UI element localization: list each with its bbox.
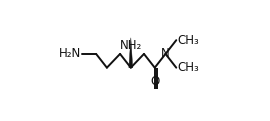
Text: CH₃: CH₃ xyxy=(177,61,199,74)
Text: O: O xyxy=(150,75,159,88)
Text: NH₂: NH₂ xyxy=(120,39,142,52)
Text: H₂N: H₂N xyxy=(59,47,81,60)
Text: N: N xyxy=(161,47,170,60)
Polygon shape xyxy=(129,38,133,68)
Text: CH₃: CH₃ xyxy=(177,34,199,47)
